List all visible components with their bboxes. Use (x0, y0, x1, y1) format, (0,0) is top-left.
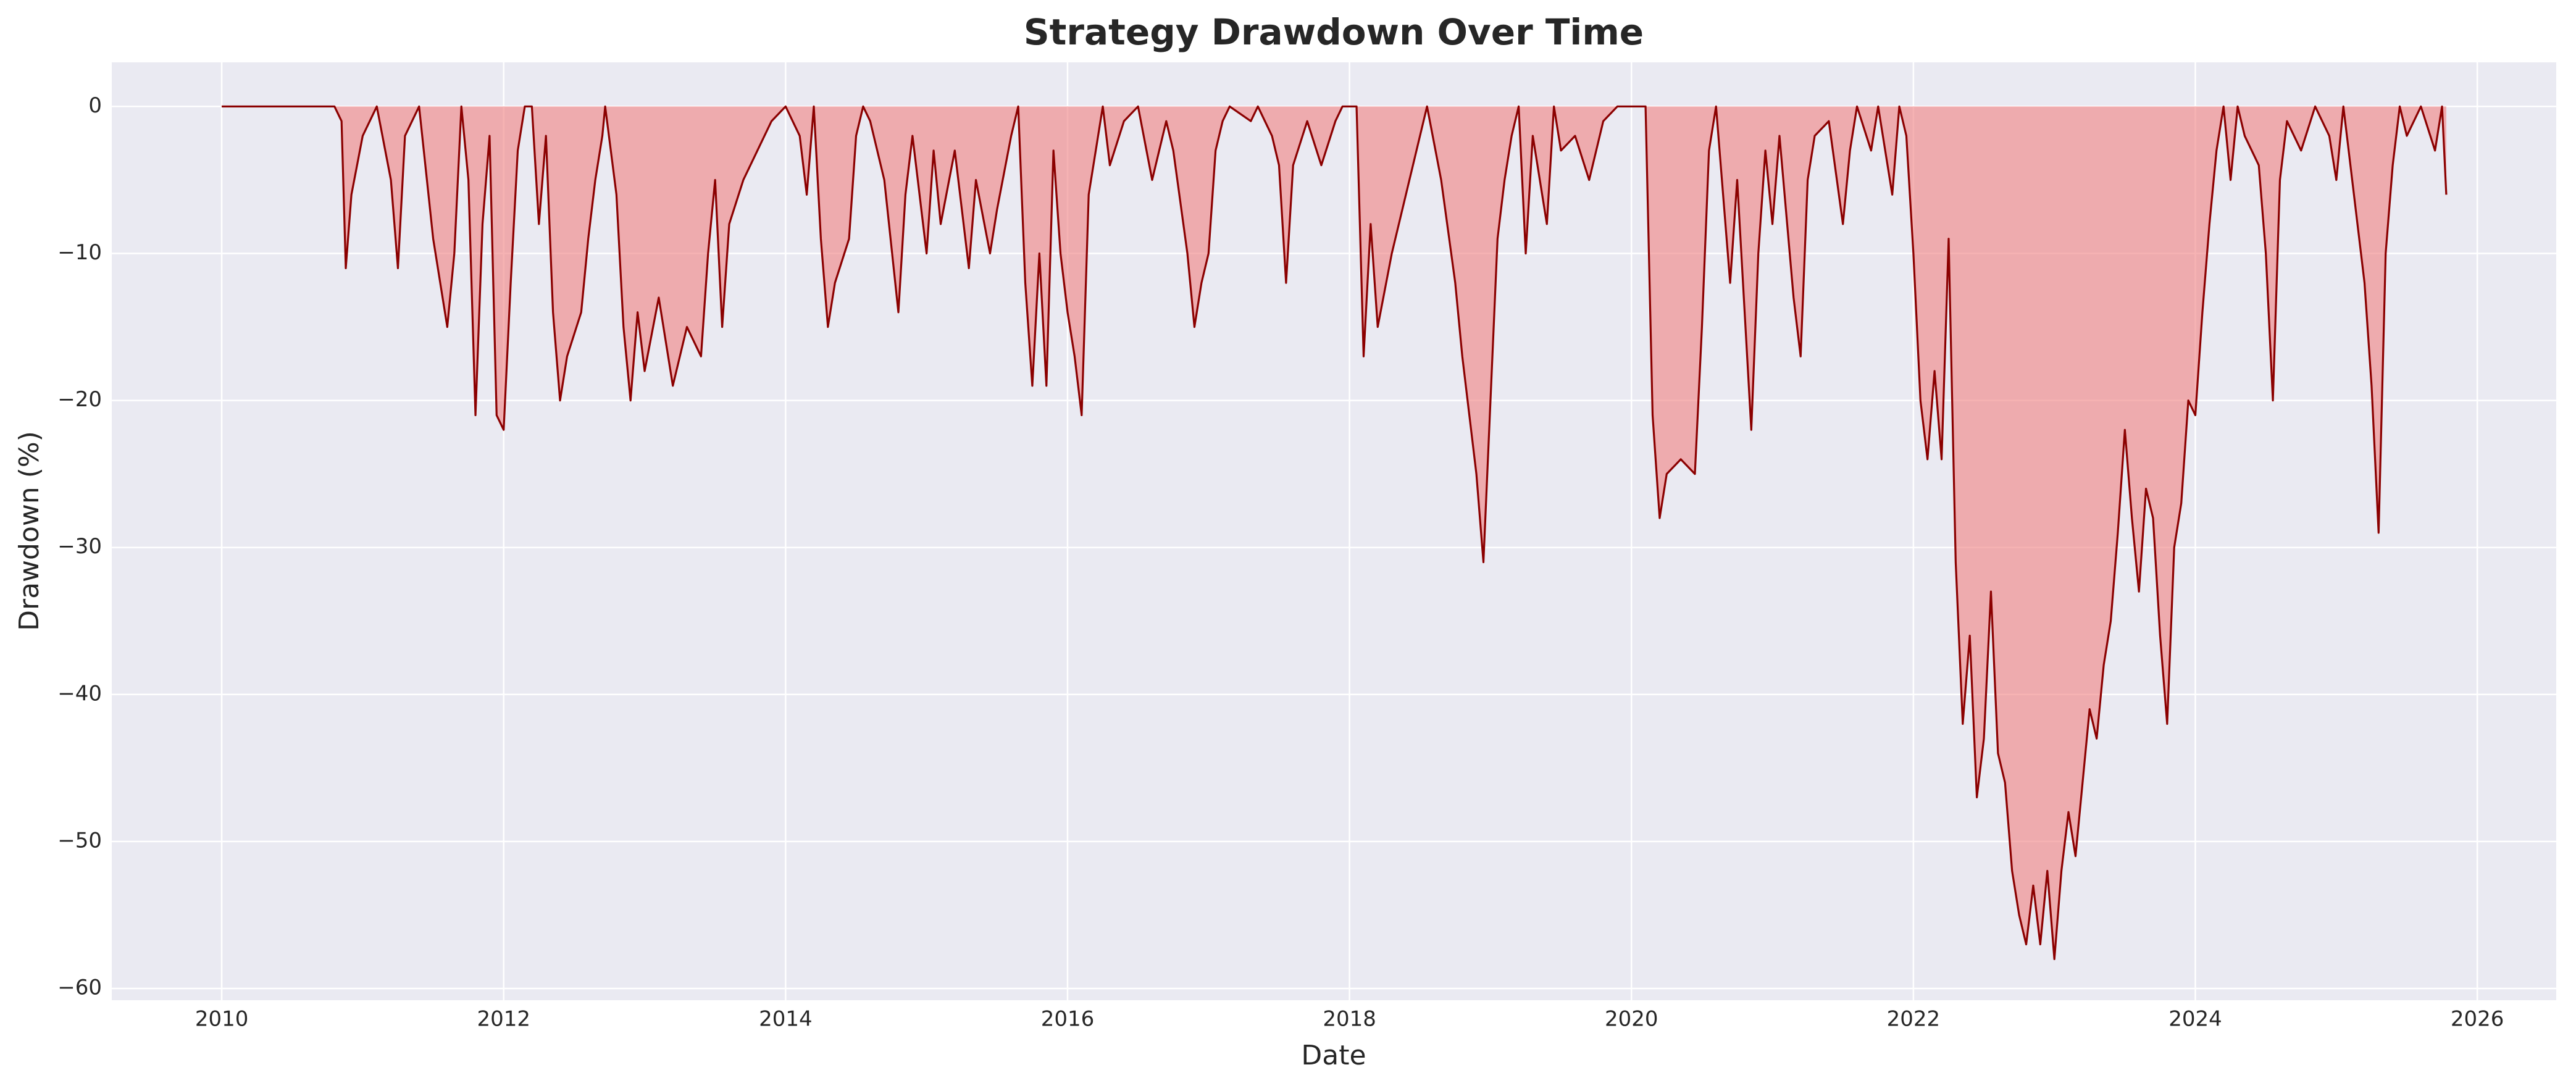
x-tick-label: 2026 (2451, 1007, 2504, 1032)
y-axis-label: Drawdown (%) (14, 431, 45, 631)
x-tick-label: 2024 (2168, 1007, 2222, 1032)
y-tick-label: −10 (57, 240, 102, 265)
y-tick-label: −20 (57, 387, 102, 412)
drawdown-area (222, 106, 2446, 959)
x-tick-label: 2020 (1605, 1007, 1658, 1032)
y-tick-label: −30 (57, 534, 102, 559)
y-tick-label: 0 (88, 93, 102, 118)
x-tick-label: 2018 (1323, 1007, 1376, 1032)
x-tick-label: 2012 (477, 1007, 530, 1032)
y-tick-label: −60 (57, 975, 102, 1000)
drawdown-line (222, 105, 2448, 960)
x-tick-label: 2014 (759, 1007, 813, 1032)
y-tick-label: −40 (57, 681, 102, 706)
x-tick-label: 2022 (1887, 1007, 1941, 1032)
y-tick-label: −50 (57, 828, 102, 853)
x-tick-label: 2010 (195, 1007, 249, 1032)
x-tick-label: 2016 (1041, 1007, 1095, 1032)
x-axis-label: Date (1301, 1040, 1366, 1071)
chart-title: Strategy Drawdown Over Time (1024, 11, 1644, 53)
